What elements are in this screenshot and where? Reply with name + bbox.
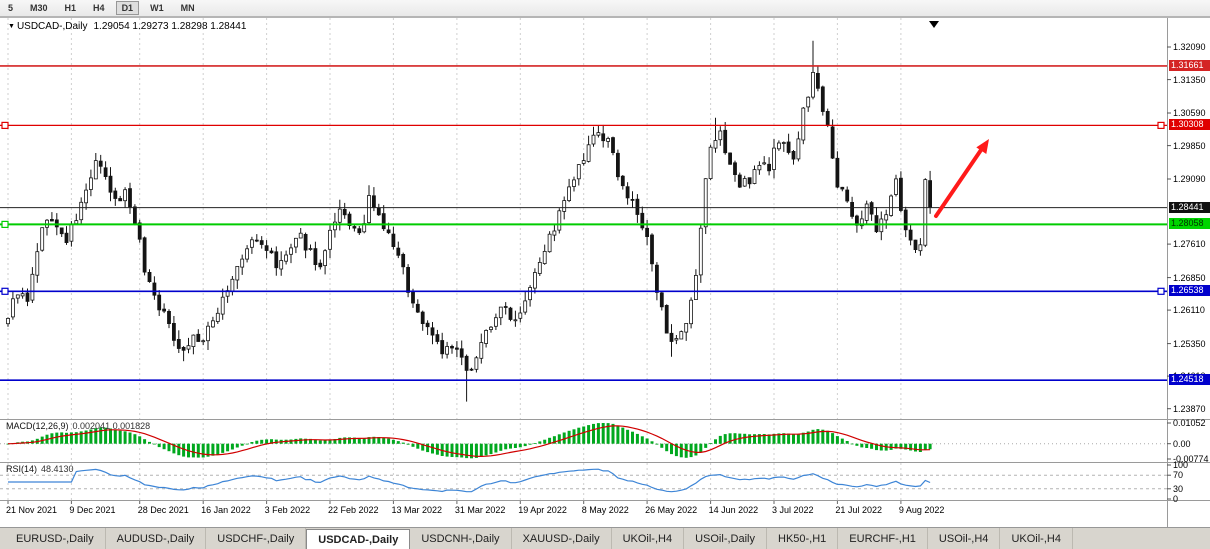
date-label: 31 Mar 2022 [454, 505, 506, 515]
macd-axis-label: 0.01052 [1173, 418, 1206, 428]
date-label: 3 Feb 2022 [264, 505, 311, 515]
date-label: 19 Apr 2022 [518, 505, 567, 515]
date-label: 16 Jan 2022 [201, 505, 251, 515]
date-label: 14 Jun 2022 [708, 505, 759, 515]
macd-name: MACD(12,26,9) [6, 421, 69, 431]
timeframe-button-m30[interactable]: M30 [30, 3, 48, 13]
price-level-box: 1.28441 [1169, 202, 1210, 213]
tab-eurusd-daily[interactable]: EURUSD-,Daily [5, 528, 106, 549]
ohlc-values: 1.29054 1.29273 1.28298 1.28441 [93, 21, 247, 32]
tab-usdcad-daily[interactable]: USDCAD-,Daily [306, 529, 411, 549]
price-tick-label: 1.23870 [1173, 403, 1206, 414]
chart-title: ▼ USDCAD-,Daily 1.29054 1.29273 1.28298 1.… [8, 21, 246, 32]
tab-audusd-daily[interactable]: AUDUSD-,Daily [106, 528, 207, 549]
chart-tabbar: EURUSD-,Daily AUDUSD-,Daily USDCHF-,Daily U… [0, 527, 1210, 549]
timeframe-button-h4[interactable]: H4 [93, 3, 105, 13]
tab-usdchf-daily[interactable]: USDCHF-,Daily [206, 528, 307, 549]
price-tick-label: 1.26110 [1173, 305, 1205, 316]
rsi-value: 48.4130 [41, 464, 74, 474]
price-level-box: 1.24518 [1169, 374, 1210, 385]
timeframe-button-h1[interactable]: H1 [64, 3, 77, 13]
date-label: 26 May 2022 [645, 505, 698, 515]
date-label: 22 Feb 2022 [328, 505, 379, 515]
price-tick-label: 1.30590 [1173, 108, 1206, 118]
price-tick-label: 1.25350 [1173, 338, 1206, 349]
trend-arrow [934, 148, 983, 218]
price-level-box: 1.26538 [1169, 285, 1210, 296]
timeframe-button-d1[interactable]: D1 [115, 1, 140, 15]
rsi-axis-label: 70 [1173, 470, 1184, 481]
tab-xauusd-daily[interactable]: XAUUSD-,Daily [512, 528, 612, 549]
tab-eurchf-h1[interactable]: EURCHF-,H1 [838, 528, 928, 549]
price-tick-label: 1.29090 [1173, 174, 1206, 184]
macd-label: MACD(12,26,9) 0.002041 0.001828 [6, 421, 150, 431]
price-tick-label: 1.27610 [1173, 239, 1206, 250]
timeframe-toolbar: 5 M30 H1 H4 D1 W1 MN [0, 0, 1210, 17]
tab-ukoil-h4[interactable]: UKOil-,H4 [1000, 528, 1073, 549]
tab-hk50-h1[interactable]: HK50-,H1 [767, 528, 839, 549]
chart-shift-marker-icon [929, 21, 939, 28]
macd-values: 0.002041 0.001828 [72, 421, 151, 431]
rsi-axis-label: 30 [1173, 483, 1184, 494]
rsi-label: RSI(14) 48.4130 [6, 464, 74, 474]
date-label: 3 Jul 2022 [772, 505, 814, 515]
price-tick-label: 1.29850 [1173, 140, 1206, 151]
price-level-box: 1.31661 [1169, 60, 1210, 71]
timeframe-button-w1[interactable]: W1 [150, 3, 164, 13]
date-label: 9 Aug 2022 [898, 505, 945, 515]
price-level-box: 1.30308 [1169, 119, 1210, 130]
price-tick-label: 1.26850 [1173, 272, 1206, 283]
macd-axis-label: -0.00774 [1173, 454, 1209, 464]
price-tick-label: 1.32090 [1173, 42, 1206, 52]
date-label: 8 May 2022 [581, 505, 629, 515]
rsi-name: RSI(14) [6, 464, 38, 474]
tab-usdcnh-daily[interactable]: USDCNH-,Daily [410, 528, 512, 549]
rsi-axis-label: 100 [1173, 460, 1189, 470]
symbol-marker-icon: ▼ [8, 23, 15, 30]
price-tick-label: 1.31350 [1173, 74, 1206, 85]
tab-ukoil-h4[interactable]: UKOil-,H4 [612, 528, 685, 549]
tab-usoil-h4[interactable]: USOil-,H4 [928, 528, 1001, 549]
rsi-axis-label: 0 [1173, 494, 1179, 504]
macd-axis-label: 0.00 [1173, 438, 1191, 449]
tab-usoil-daily[interactable]: USOil-,Daily [684, 528, 767, 549]
date-label: 21 Nov 2021 [6, 505, 58, 515]
symbol-label: USDCAD-,Daily [16, 21, 88, 32]
date-label: 9 Dec 2021 [69, 505, 116, 515]
date-label: 13 Mar 2022 [391, 505, 442, 515]
date-label: 21 Jul 2022 [835, 505, 882, 515]
date-label: 28 Dec 2021 [137, 505, 189, 515]
trend-arrow-head-icon [976, 139, 989, 154]
timeframe-button-mn[interactable]: MN [180, 3, 195, 13]
timeframe-button-5[interactable]: 5 [8, 3, 14, 13]
price-level-box: 1.28058 [1169, 218, 1210, 229]
